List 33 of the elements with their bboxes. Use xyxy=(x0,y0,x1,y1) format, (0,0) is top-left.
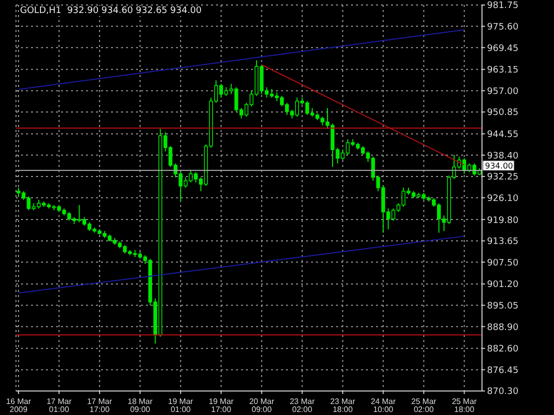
x-tick-label: 23 Mar 02:00 xyxy=(290,397,315,414)
x-tick-label: 18 Mar 09:00 xyxy=(128,397,153,414)
y-tick-label: 876.45 xyxy=(487,366,518,376)
y-tick-label: 950.85 xyxy=(487,108,518,118)
y-tick-label: 907.50 xyxy=(487,258,519,268)
x-tick-label: 24 Mar 10:00 xyxy=(370,397,396,414)
y-tick-label: 944.55 xyxy=(487,130,518,140)
y-tick-label: 870.30 xyxy=(487,387,519,398)
y-tick-label: 888.90 xyxy=(487,322,519,333)
x-tick-label: 16 Mar 2009 xyxy=(6,397,32,414)
x-tick-label: 20 Mar 09:00 xyxy=(249,397,274,414)
y-tick-label: 901.20 xyxy=(487,280,519,290)
y-tick-label: 895.05 xyxy=(487,301,518,312)
y-tick-label: 919.80 xyxy=(487,216,519,226)
y-tick-label: 882.60 xyxy=(487,344,519,355)
y-tick-label: 913.65 xyxy=(487,237,518,248)
x-tick-label: 23 Mar 18:00 xyxy=(330,397,356,414)
y-tick-label: 957.00 xyxy=(487,86,519,97)
chart-title: GOLD,H1 932.90 934.60 932.65 934.00 xyxy=(20,6,202,16)
x-tick-label: 17 Mar 17:00 xyxy=(87,397,112,414)
y-tick-label: 932.25 xyxy=(487,172,518,183)
y-tick-label: 963.15 xyxy=(487,66,518,76)
x-tick-label: 19 Mar 01:00 xyxy=(168,397,194,414)
y-tick-label: 975.60 xyxy=(487,22,519,32)
x-tick-label: 25 Mar 18:00 xyxy=(452,397,478,414)
y-tick-label: 926.10 xyxy=(487,194,519,204)
x-tick-label: 25 Mar 02:00 xyxy=(411,397,437,414)
x-tick-label: 19 Mar 17:00 xyxy=(208,397,234,414)
y-tick-label: 981.75 xyxy=(487,1,518,12)
ref-line-label: 934.00 xyxy=(485,161,513,170)
y-tick-label: 938.40 xyxy=(487,151,519,162)
y-tick-label: 969.45 xyxy=(487,44,518,54)
x-tick-label: 17 Mar 01:00 xyxy=(46,397,72,414)
